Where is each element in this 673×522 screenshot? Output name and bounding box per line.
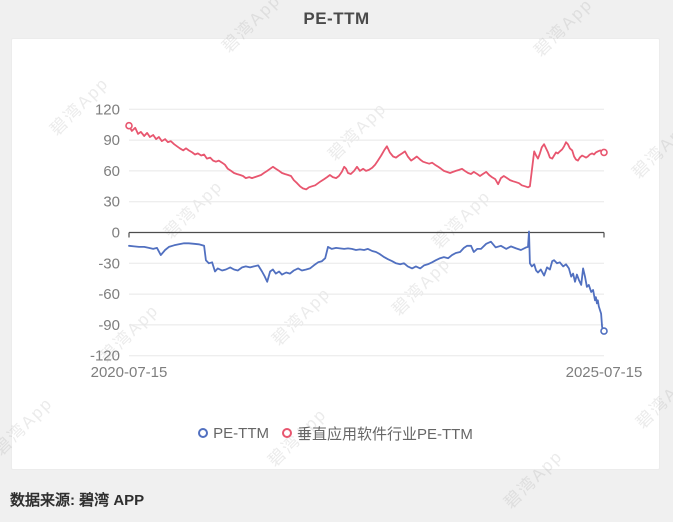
page-title: PE-TTM: [303, 9, 370, 28]
endpoint-marker: [600, 327, 608, 335]
series-line-pettm[interactable]: [128, 230, 605, 333]
x-axis-label: 2025-07-15: [566, 364, 643, 381]
legend-label-pettm: PE-TTM: [213, 424, 269, 442]
y-axis-label: -90: [98, 317, 120, 334]
y-axis-label: 0: [112, 225, 120, 242]
legend-item-industry[interactable]: 垂直应用软件行业PE-TTM: [282, 423, 473, 444]
y-axis-label: -60: [98, 286, 120, 303]
y-axis-label: -120: [90, 348, 120, 365]
y-axis-label: 30: [103, 194, 120, 211]
y-axis-label: -30: [98, 255, 120, 272]
legend-item-pettm[interactable]: PE-TTM: [198, 425, 269, 442]
endpoint-marker: [125, 121, 133, 130]
legend: PE-TTM 垂直应用软件行业PE-TTM: [12, 423, 659, 443]
y-axis-label: 90: [103, 132, 120, 149]
y-axis-label: 120: [95, 101, 120, 118]
endpoint-marker: [600, 148, 608, 157]
chart-card: 120 90 60 30 0 -30 -60 -90 -120 2020-07-15 2025-07…: [11, 38, 660, 470]
legend-circle-icon-red: [282, 428, 292, 438]
series-line-industry[interactable]: [128, 124, 605, 191]
x-axis-label: 2020-07-15: [91, 364, 168, 381]
data-source-note: 数据来源: 碧湾 APP: [10, 492, 145, 509]
legend-label-industry: 垂直应用软件行业PE-TTM: [297, 425, 473, 443]
y-axis-label: 60: [103, 163, 120, 180]
legend-circle-icon-blue: [198, 428, 209, 438]
